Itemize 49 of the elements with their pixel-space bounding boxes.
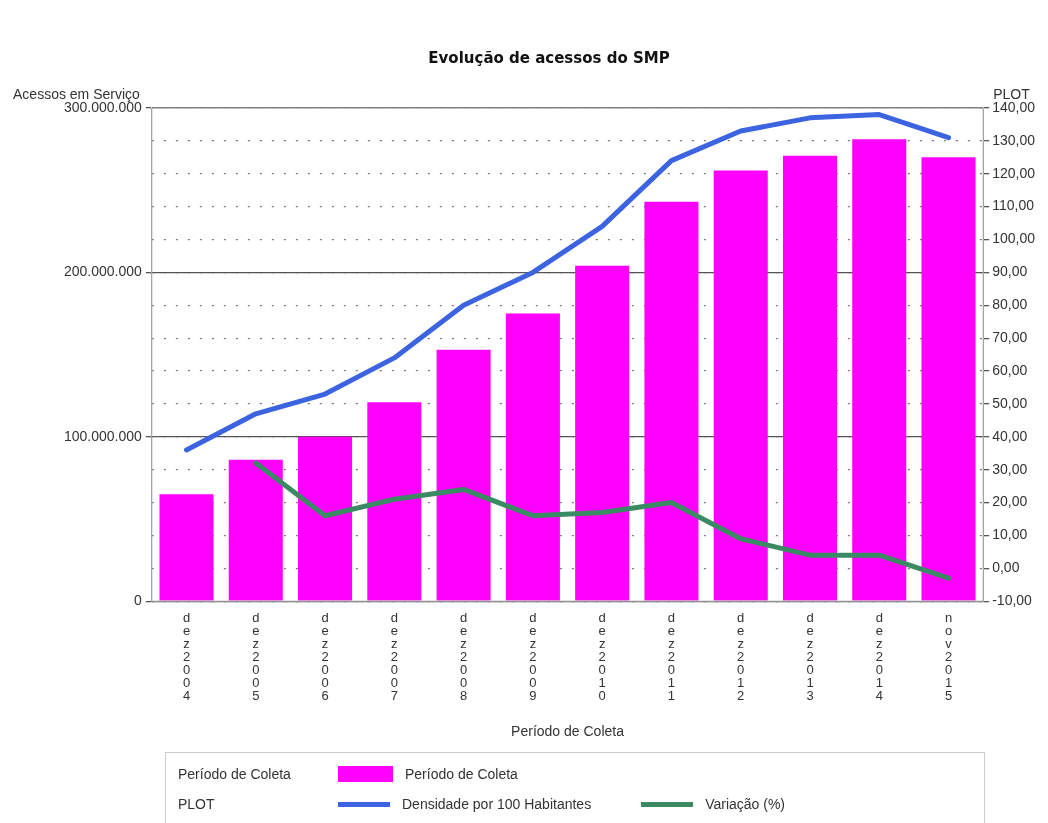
x-tick-label: dez2006 <box>321 610 329 704</box>
text: Período de Coleta <box>178 766 291 782</box>
y2-tick-label: 30,00 <box>992 460 1028 477</box>
y2-tick-label: 10,00 <box>992 526 1028 543</box>
bar <box>367 402 422 601</box>
x-tick-label: dez2013 <box>806 610 814 704</box>
chart-title: Evolução de acessos do SMP <box>428 48 670 67</box>
legend-label: Período de Coleta <box>405 766 518 782</box>
x-tick-label: dez2004 <box>182 610 191 704</box>
y2-tick-label: 80,00 <box>992 296 1028 313</box>
y2-tick-label: 20,00 <box>992 493 1028 510</box>
y2-tick-label: 0,00 <box>992 559 1020 576</box>
bar <box>713 170 768 601</box>
y2-tick-label: 100,00 <box>992 230 1036 247</box>
y2-tick-label: -10,00 <box>992 592 1033 609</box>
y2-tick-label: 60,00 <box>992 361 1028 378</box>
x-tick-label: dez2005 <box>252 610 260 704</box>
x-tick-label: nov2015 <box>944 610 953 704</box>
legend-label: Densidade por 100 Habitantes <box>402 796 592 812</box>
y2-tick-label: 90,00 <box>992 263 1028 280</box>
x-tick-label: dez2014 <box>875 610 883 704</box>
bar <box>852 139 907 601</box>
bar <box>782 155 838 601</box>
y2-tick-label: 40,00 <box>992 427 1028 444</box>
x-tick-label: dez2012 <box>737 610 745 704</box>
y2-tick-label: 130,00 <box>992 131 1036 148</box>
x-tick-label: dez2008 <box>459 610 468 704</box>
bar <box>921 157 976 601</box>
y-tick-label: 100.000.000 <box>64 427 143 444</box>
y2-tick-label: 70,00 <box>992 329 1028 346</box>
bar <box>298 436 353 601</box>
x-tick-label: dez2007 <box>390 610 398 704</box>
y-tick-label: 200.000.000 <box>64 263 143 280</box>
text: PLOT <box>178 796 215 812</box>
bar <box>505 313 560 601</box>
x-tick-label: dez2010 <box>598 610 606 704</box>
bar <box>228 459 283 601</box>
bar <box>575 265 630 601</box>
x-axis-title: Período de Coleta <box>511 723 625 740</box>
y2-tick-label: 110,00 <box>992 197 1035 214</box>
bar <box>644 201 699 601</box>
bar <box>436 349 491 601</box>
x-tick-label: dez2011 <box>667 610 676 704</box>
bar <box>159 494 214 601</box>
y2-tick-label: 120,00 <box>992 164 1036 181</box>
y2-tick-label: 50,00 <box>992 394 1028 411</box>
x-tick-label: dez2009 <box>529 610 537 704</box>
legend-label: Variação (%) <box>705 796 786 812</box>
y-tick-label: 0 <box>134 592 143 609</box>
